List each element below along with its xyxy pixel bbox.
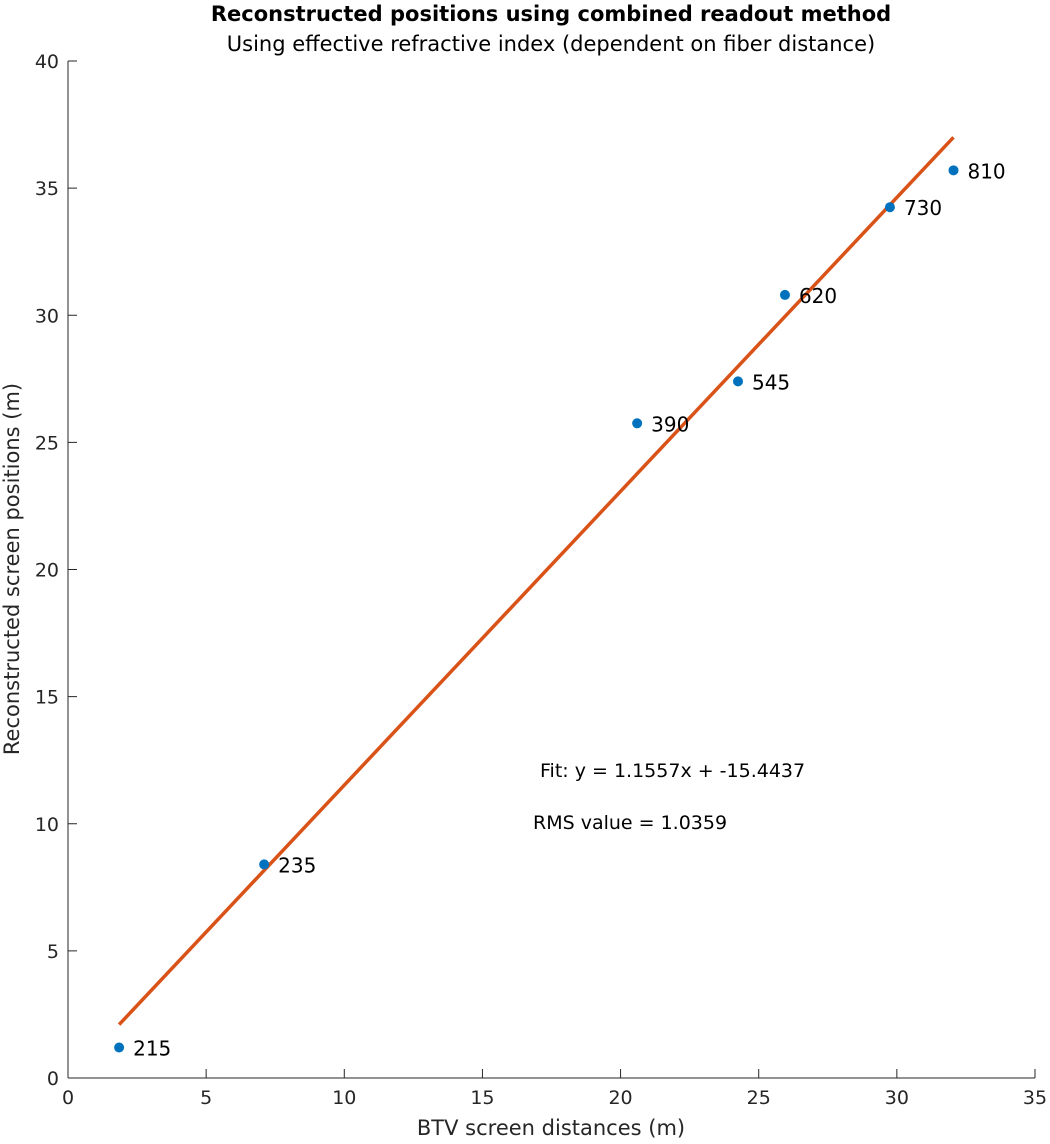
fit-equation-annotation: Fit: y = 1.1557x + -15.4437 bbox=[540, 760, 805, 782]
y-tick-label: 10 bbox=[35, 814, 59, 836]
x-tick-label: 35 bbox=[1023, 1087, 1047, 1109]
data-point bbox=[948, 165, 959, 176]
data-point bbox=[732, 376, 743, 387]
data-point-label: 215 bbox=[133, 1036, 171, 1060]
y-tick-label: 15 bbox=[35, 687, 59, 709]
x-tick-label: 0 bbox=[62, 1087, 74, 1109]
chart-subtitle: Using effective refractive index (depend… bbox=[227, 32, 875, 56]
x-tick-label: 10 bbox=[332, 1087, 356, 1109]
data-point bbox=[259, 859, 270, 870]
x-tick-label: 20 bbox=[608, 1087, 632, 1109]
data-point-label: 235 bbox=[278, 853, 316, 877]
x-tick-label: 15 bbox=[470, 1087, 494, 1109]
y-tick-label: 5 bbox=[47, 941, 59, 963]
y-axis-ticks: 0 5 10 15 20 25 30 35 40 bbox=[35, 51, 77, 1090]
data-point bbox=[884, 202, 895, 213]
y-tick-label: 0 bbox=[47, 1068, 59, 1090]
data-point bbox=[632, 418, 643, 429]
data-point bbox=[779, 289, 790, 300]
y-tick-label: 35 bbox=[35, 178, 59, 200]
data-point bbox=[114, 1042, 125, 1053]
fit-line-layer bbox=[117, 136, 955, 1026]
x-axis-ticks: 0 5 10 15 20 25 30 35 bbox=[62, 1069, 1047, 1109]
data-point-label: 545 bbox=[752, 370, 790, 394]
x-tick-label: 25 bbox=[747, 1087, 771, 1109]
chart-title: Reconstructed positions using combined r… bbox=[211, 2, 891, 26]
data-point-label: 810 bbox=[967, 159, 1005, 183]
x-tick-label: 5 bbox=[200, 1087, 212, 1109]
rms-annotation: RMS value = 1.0359 bbox=[533, 812, 727, 834]
fit-line bbox=[117, 136, 955, 1026]
scatter-points bbox=[114, 165, 959, 1053]
x-axis-label: BTV screen distances (m) bbox=[417, 1116, 685, 1140]
y-tick-label: 30 bbox=[35, 305, 59, 327]
data-point-label: 620 bbox=[799, 284, 837, 308]
y-tick-label: 20 bbox=[35, 560, 59, 582]
data-point-label: 390 bbox=[651, 412, 689, 436]
y-tick-label: 25 bbox=[35, 432, 59, 454]
y-tick-label: 40 bbox=[35, 51, 59, 73]
point-labels: 215 235 390 545 620 730 810 bbox=[133, 159, 1006, 1060]
data-point-label: 730 bbox=[904, 196, 942, 220]
x-tick-label: 30 bbox=[885, 1087, 909, 1109]
y-axis-label: Reconstructed screen positions (m) bbox=[0, 383, 24, 755]
